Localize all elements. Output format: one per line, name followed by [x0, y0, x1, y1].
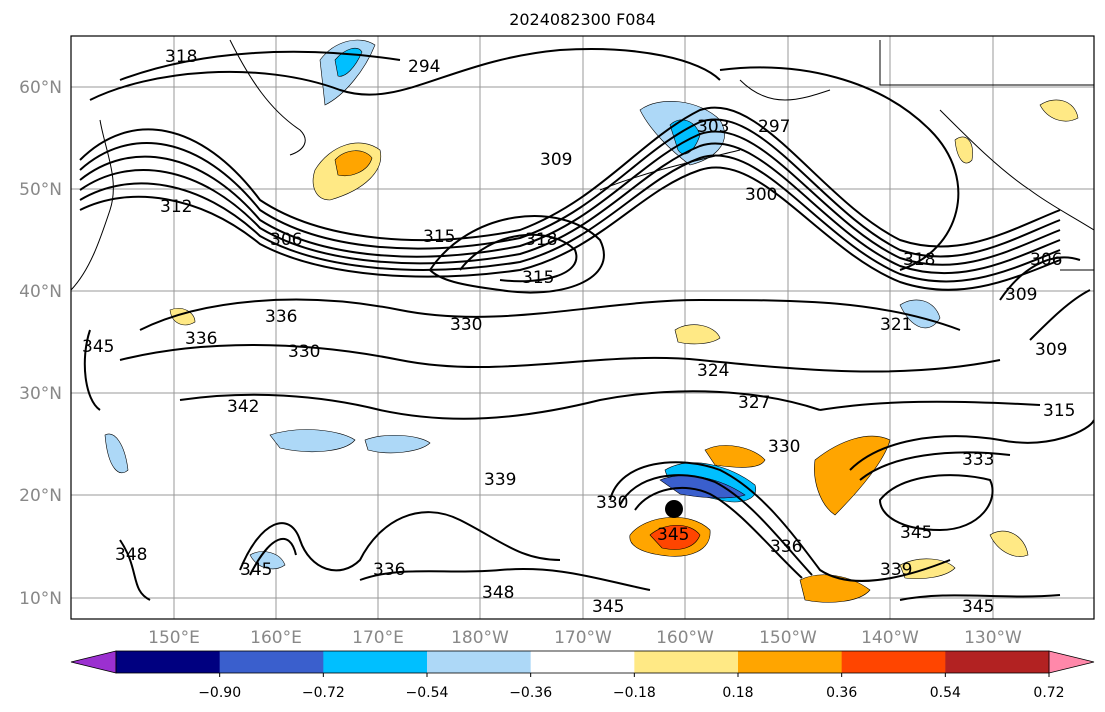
- colorbar-segment: [841, 651, 946, 673]
- storm-center-marker: [665, 500, 683, 518]
- colorbar-tick-label: −0.36: [509, 685, 552, 701]
- colorbar-tick-label: −0.54: [406, 685, 449, 701]
- contour-label: 303: [697, 117, 729, 137]
- contour-label: 312: [160, 197, 192, 217]
- colorbar-segment: [323, 651, 428, 673]
- lon-tick-label: 160°E: [250, 628, 302, 648]
- contour-lines: [79, 48, 1094, 601]
- contour-label: 300: [745, 185, 777, 205]
- contour-label: 330: [768, 437, 800, 457]
- contour-label: 345: [240, 560, 272, 580]
- colorbar-segment: [427, 651, 532, 673]
- plot-frame: [70, 35, 1095, 620]
- contour-label: 339: [484, 470, 516, 490]
- map-title: 2024082300 F084: [509, 10, 656, 29]
- lat-tick-label: 40°N: [19, 282, 62, 302]
- contour-label: 318: [903, 250, 935, 270]
- contour-label: 318: [525, 230, 557, 250]
- contour-label: 330: [450, 315, 482, 335]
- contour-label: 309: [540, 150, 572, 170]
- contour-label: 345: [592, 597, 624, 617]
- contour-label: 309: [1005, 285, 1037, 305]
- lon-tick-label: 170°E: [352, 628, 404, 648]
- contour-label-group: 318 294 297 303 309 300 306 312 315 318 …: [82, 47, 1075, 617]
- colorbar-tick-label: 0.36: [826, 685, 857, 701]
- contour-label: 315: [522, 268, 554, 288]
- lat-tick-label: 60°N: [19, 78, 62, 98]
- contour-label: 318: [165, 47, 197, 67]
- colorbar-segment: [219, 651, 324, 673]
- contour-label: 321: [880, 315, 912, 335]
- contour-label: 315: [1043, 401, 1075, 421]
- lat-tick-label: 20°N: [19, 486, 62, 506]
- gridlines: [71, 36, 1094, 619]
- contour-label: 348: [115, 545, 147, 565]
- lon-tick-label: 150°E: [148, 628, 200, 648]
- lon-tick-label: 140°W: [861, 628, 919, 648]
- colorbar-tick-label: 0.54: [930, 685, 961, 701]
- colorbar-segment: [738, 651, 843, 673]
- contour-label: 327: [738, 393, 770, 413]
- contour-label: 336: [373, 560, 405, 580]
- contour-label: 342: [227, 397, 259, 417]
- contour-label: 297: [758, 117, 790, 137]
- contour-label: 336: [185, 329, 217, 349]
- lon-tick-label: 130°W: [964, 628, 1022, 648]
- colorbar-extend-min: [70, 650, 117, 674]
- colorbar-tick-label: 0.18: [722, 685, 753, 701]
- colorbar-frame: [115, 650, 1050, 674]
- contour-label: 345: [82, 337, 114, 357]
- lon-tick-label: 180°W: [451, 628, 509, 648]
- contour-label: 324: [697, 361, 729, 381]
- contour-label: 348: [482, 583, 514, 603]
- contour-label: 345: [900, 523, 932, 543]
- lat-tick-label: 30°N: [19, 384, 62, 404]
- contour-label: 330: [288, 342, 320, 362]
- colorbar: −0.90 −0.72 −0.54 −0.36 −0.18 0.18 0.36 0.54 0.7…: [70, 650, 1095, 701]
- contour-label: 330: [596, 493, 628, 513]
- contour-label: 345: [657, 525, 689, 545]
- contour-label: 336: [265, 307, 297, 327]
- contour-label: 294: [408, 57, 440, 77]
- colorbar-segment: [634, 651, 739, 673]
- colorbar-segment: [530, 651, 635, 673]
- lon-tick-label: 160°W: [656, 628, 714, 648]
- lat-tick-label: 50°N: [19, 180, 62, 200]
- contour-label: 309: [1035, 340, 1067, 360]
- colorbar-extend-max: [1048, 650, 1095, 674]
- contour-label: 345: [962, 597, 994, 617]
- lon-tick-label: 170°W: [554, 628, 612, 648]
- lat-axis: 60°N 50°N 40°N 30°N 20°N 10°N: [19, 78, 62, 609]
- contour-label: 339: [880, 560, 912, 580]
- lon-axis: 150°E 160°E 170°E 180°W 170°W 160°W 150°…: [148, 628, 1022, 648]
- shaded-patches: [104, 39, 1079, 603]
- coastlines: [71, 39, 1094, 291]
- contour-label: 315: [423, 227, 455, 247]
- colorbar-tick-label: −0.90: [198, 685, 241, 701]
- contour-label: 306: [1030, 250, 1062, 270]
- contour-label: 333: [962, 450, 994, 470]
- colorbar-segment: [945, 651, 1050, 673]
- colorbar-tick-label: −0.72: [302, 685, 345, 701]
- colorbar-tick-label: −0.18: [613, 685, 656, 701]
- colorbar-tick-label: 0.72: [1033, 685, 1064, 701]
- colorbar-segment: [116, 651, 221, 673]
- lon-tick-label: 150°W: [759, 628, 817, 648]
- contour-label: 306: [270, 230, 302, 250]
- lat-tick-label: 10°N: [19, 589, 62, 609]
- contour-label: 336: [770, 537, 802, 557]
